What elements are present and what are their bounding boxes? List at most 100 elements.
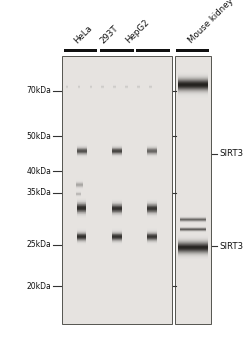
Bar [147, 202, 157, 203]
Bar [180, 220, 206, 221]
Bar [147, 236, 157, 237]
Bar [147, 214, 157, 215]
Bar [77, 242, 86, 243]
Bar [112, 144, 122, 145]
Bar [66, 87, 68, 88]
Bar [112, 199, 122, 200]
Bar [125, 84, 128, 85]
Bar [90, 86, 92, 87]
Bar [66, 88, 68, 89]
Bar [147, 212, 157, 213]
Bar [147, 206, 157, 207]
Bar [178, 92, 208, 93]
Bar [77, 215, 86, 216]
Bar [125, 87, 128, 88]
Bar [178, 96, 208, 97]
Bar [180, 222, 206, 223]
Bar [112, 234, 122, 235]
Bar [147, 145, 157, 146]
Bar [75, 194, 81, 195]
Bar [66, 84, 68, 85]
Bar [178, 253, 208, 254]
Bar [77, 239, 86, 240]
Text: 20kDa: 20kDa [27, 282, 51, 291]
Bar [75, 190, 81, 191]
Bar [77, 229, 86, 230]
Bar [178, 76, 208, 77]
Bar [77, 210, 86, 211]
Bar [112, 230, 122, 231]
Bar [125, 87, 128, 88]
Bar [78, 84, 80, 85]
Bar [113, 87, 116, 88]
Bar [77, 210, 86, 211]
Bar [149, 87, 152, 88]
Bar [178, 79, 208, 80]
Bar [149, 87, 152, 88]
Bar [112, 206, 122, 207]
Bar [178, 237, 208, 238]
Bar [101, 85, 104, 86]
Bar [112, 238, 122, 239]
Bar [76, 189, 83, 190]
Bar [178, 257, 208, 258]
Bar [90, 88, 92, 89]
Bar [77, 200, 86, 201]
Bar [178, 255, 208, 256]
Bar [180, 222, 206, 223]
Bar [76, 180, 83, 181]
Bar [76, 185, 83, 186]
Bar [137, 85, 140, 86]
Bar [125, 85, 128, 86]
Bar [112, 228, 122, 229]
Bar [137, 86, 140, 87]
Bar [137, 88, 140, 89]
Bar [77, 152, 87, 153]
Bar [178, 91, 208, 92]
Bar [112, 236, 122, 237]
Bar [112, 147, 122, 148]
Bar [101, 86, 104, 87]
Bar [78, 84, 80, 85]
Bar [101, 88, 104, 89]
Bar [112, 239, 122, 240]
Bar [137, 84, 140, 85]
Bar [113, 86, 116, 87]
Bar [101, 87, 104, 88]
Bar [149, 87, 152, 88]
Bar [112, 207, 122, 208]
Bar [178, 87, 208, 88]
Bar [112, 240, 122, 241]
Bar [90, 85, 92, 86]
Bar [75, 195, 81, 196]
Bar [180, 226, 206, 227]
Bar [112, 150, 122, 151]
Bar [137, 86, 140, 87]
Bar [77, 144, 87, 145]
Bar [137, 88, 140, 89]
Bar [178, 82, 208, 83]
Bar [147, 242, 157, 243]
Bar [112, 151, 122, 152]
Bar [113, 87, 116, 88]
Bar [149, 84, 152, 85]
Bar [180, 227, 206, 228]
Bar [101, 88, 104, 89]
Bar [66, 88, 68, 89]
Bar [180, 231, 206, 232]
Bar [178, 96, 208, 97]
Bar [101, 85, 104, 86]
Bar [77, 154, 87, 155]
Bar [77, 147, 87, 148]
Bar [178, 246, 208, 247]
Bar [180, 218, 206, 219]
Bar [112, 145, 122, 146]
Bar [77, 150, 87, 151]
Bar [90, 84, 92, 85]
Bar [77, 153, 87, 154]
Bar [77, 156, 87, 157]
Bar [178, 258, 208, 259]
Bar [180, 219, 206, 220]
Bar [178, 78, 208, 79]
Bar [101, 87, 104, 88]
